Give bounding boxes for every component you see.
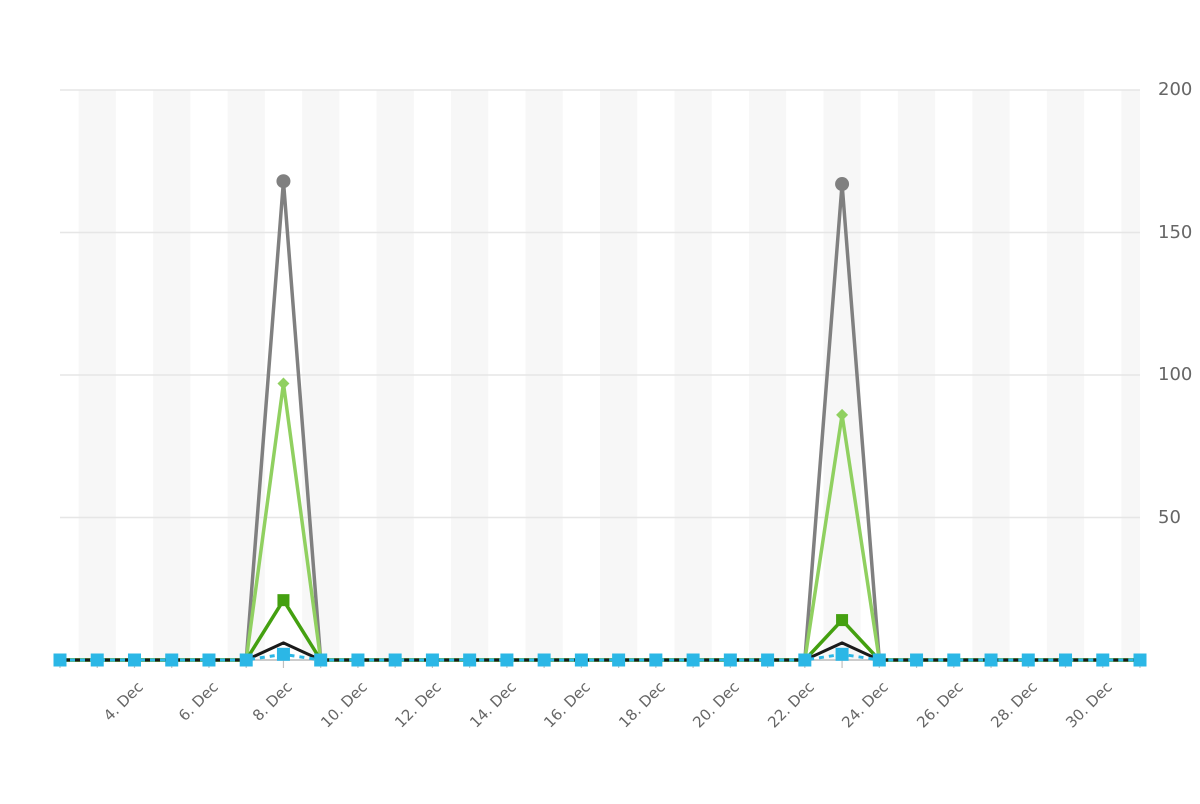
y-axis-label: 200 bbox=[1158, 79, 1192, 100]
y-axis-label: 150 bbox=[1158, 222, 1192, 243]
chart-container: 501001502004. Dec6. Dec8. Dec10. Dec12. … bbox=[0, 0, 1200, 800]
line-chart bbox=[0, 0, 1200, 800]
y-axis-label: 100 bbox=[1158, 364, 1192, 385]
y-axis-label: 50 bbox=[1158, 507, 1181, 528]
